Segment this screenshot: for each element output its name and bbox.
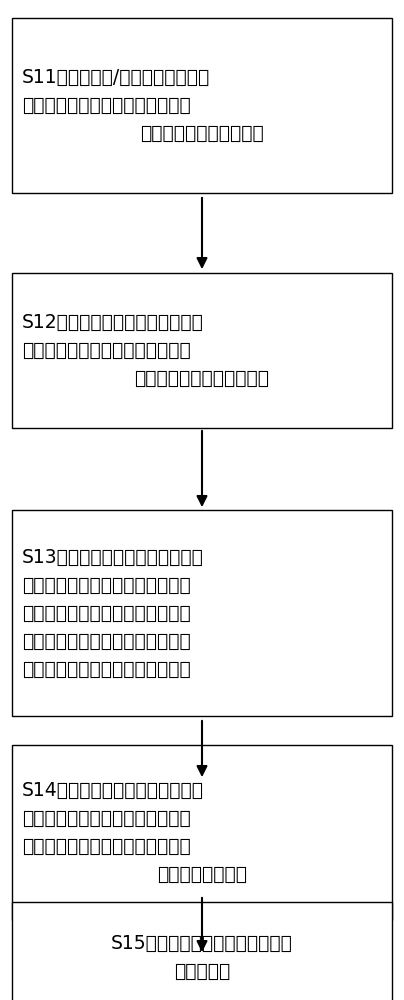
Text: 到目标牙齿的完整三维模型: 到目标牙齿的完整三维模型	[135, 368, 269, 387]
Text: 面、咬合面和近远中面，将根据所: 面、咬合面和近远中面，将根据所	[22, 576, 191, 594]
Text: 入式导板相关参数: 入式导板相关参数	[157, 864, 247, 884]
Text: S13基于所述完整三维模型的矢状: S13基于所述完整三维模型的矢状	[22, 548, 204, 566]
Text: S15，根据获取的相关参数制备该: S15，根据获取的相关参数制备该	[111, 934, 293, 952]
Text: 齿的硬组织三维数据，并构建包括: 齿的硬组织三维数据，并构建包括	[22, 96, 191, 114]
Text: S11，获取残冠/残根状态的目标牙: S11，获取残冠/残根状态的目标牙	[22, 68, 210, 87]
Text: 嵌入式导板: 嵌入式导板	[174, 962, 230, 980]
Text: 选手术器械构建的虚拟器械与完整: 选手术器械构建的虚拟器械与完整	[22, 603, 191, 622]
FancyBboxPatch shape	[12, 272, 392, 428]
Text: 的光学三维模型进行精准匹配，得: 的光学三维模型进行精准匹配，得	[22, 340, 191, 360]
Text: 根管系统的第一三维模型: 根管系统的第一三维模型	[140, 123, 264, 142]
Text: 径获取用于精准定位目标根管的嵌: 径获取用于精准定位目标根管的嵌	[22, 836, 191, 855]
FancyBboxPatch shape	[12, 510, 392, 715]
Text: S14，根据目标牙齿的标准三维模: S14，根据目标牙齿的标准三维模	[22, 780, 204, 800]
Text: 配，得到手术器械的术前规划路径: 配，得到手术器械的术前规划路径	[22, 660, 191, 678]
FancyBboxPatch shape	[12, 902, 392, 1000]
FancyBboxPatch shape	[12, 18, 392, 192]
Text: S12，将第一三维模型与目标牙齿: S12，将第一三维模型与目标牙齿	[22, 312, 204, 332]
Text: 型、完整三维模型和该术前规划路: 型、完整三维模型和该术前规划路	[22, 808, 191, 827]
FancyBboxPatch shape	[12, 744, 392, 920]
Text: 三维模型中的目标根管进行精准匹: 三维模型中的目标根管进行精准匹	[22, 632, 191, 650]
